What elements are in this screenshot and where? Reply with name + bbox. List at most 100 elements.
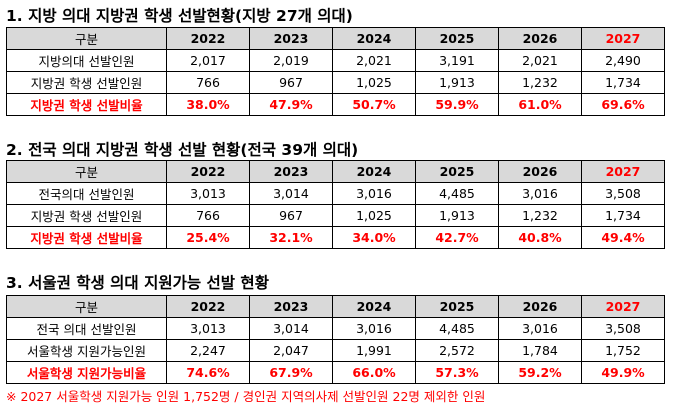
row-label: 지방권 학생 선발비율 (6, 93, 167, 116)
row-label: 전국 의대 선발인원 (6, 317, 167, 340)
table-row-rate: 지방권 학생 선발비율 38.0% 47.9% 50.7% 59.9% 61.0… (6, 93, 665, 116)
row-label: 전국의대 선발인원 (6, 182, 167, 205)
table-header-row: 구분 2022 2023 2024 2025 2026 2027 (6, 27, 665, 50)
table-header-row: 구분 2022 2023 2024 2025 2026 2027 (6, 295, 665, 318)
table-row: 전국 의대 선발인원 3,013 3,014 3,016 4,485 3,016… (6, 317, 665, 340)
table-cell: 74.6% (166, 361, 250, 384)
table-cell: 967 (249, 204, 333, 227)
header-cell-year: 2024 (332, 27, 416, 50)
header-cell-year: 2024 (332, 160, 416, 183)
table-cell: 42.7% (415, 226, 499, 249)
table-cell: 2,019 (249, 49, 333, 72)
row-label: 서울학생 지원가능비율 (6, 361, 167, 384)
table-cell: 3,508 (581, 317, 665, 340)
table-row-rate: 서울학생 지원가능비율 74.6% 67.9% 66.0% 57.3% 59.2… (6, 361, 665, 384)
header-cell-year: 2022 (166, 27, 250, 50)
table-cell: 47.9% (249, 93, 333, 116)
table-cell: 1,734 (581, 204, 665, 227)
header-cell-year: 2026 (498, 27, 582, 50)
table-cell: 3,016 (498, 182, 582, 205)
header-cell-year: 2027 (581, 27, 665, 50)
section-1-table: 구분 2022 2023 2024 2025 2026 2027 지방의대 선발… (6, 27, 665, 116)
table-cell: 766 (166, 71, 250, 94)
table-cell: 34.0% (332, 226, 416, 249)
header-cell-year: 2023 (249, 295, 333, 318)
section-3-table: 구분 2022 2023 2024 2025 2026 2027 전국 의대 선… (6, 295, 665, 384)
header-cell-year: 2025 (415, 27, 499, 50)
row-label: 지방권 학생 선발비율 (6, 226, 167, 249)
table-row: 전국의대 선발인원 3,013 3,014 3,016 4,485 3,016 … (6, 182, 665, 205)
table-cell: 38.0% (166, 93, 250, 116)
row-label: 지방권 학생 선발인원 (6, 204, 167, 227)
table-cell: 3,016 (498, 317, 582, 340)
table-cell: 3,016 (332, 317, 416, 340)
table-cell: 49.4% (581, 226, 665, 249)
table-cell: 2,047 (249, 339, 333, 362)
header-cell-label: 구분 (6, 27, 167, 50)
header-cell-year: 2027 (581, 295, 665, 318)
section-2-title: 2. 전국 의대 지방권 학생 선발 현황(전국 39개 의대) (6, 141, 359, 159)
table-cell: 32.1% (249, 226, 333, 249)
header-cell-year: 2023 (249, 27, 333, 50)
table-row: 지방권 학생 선발인원 766 967 1,025 1,913 1,232 1,… (6, 71, 665, 94)
table-cell: 4,485 (415, 182, 499, 205)
header-cell-year: 2026 (498, 295, 582, 318)
header-cell-label: 구분 (6, 295, 167, 318)
table-cell: 2,021 (332, 49, 416, 72)
table-cell: 25.4% (166, 226, 250, 249)
table-cell: 1,752 (581, 339, 665, 362)
table-row: 서울학생 지원가능인원 2,247 2,047 1,991 2,572 1,78… (6, 339, 665, 362)
header-cell-year: 2027 (581, 160, 665, 183)
table-cell: 766 (166, 204, 250, 227)
table-row: 지방의대 선발인원 2,017 2,019 2,021 3,191 2,021 … (6, 49, 665, 72)
table-cell: 61.0% (498, 93, 582, 116)
table-cell: 2,490 (581, 49, 665, 72)
section-3-title: 3. 서울권 학생 의대 지원가능 선발 현황 (6, 274, 269, 292)
table-cell: 1,784 (498, 339, 582, 362)
table-cell: 1,913 (415, 71, 499, 94)
header-cell-label: 구분 (6, 160, 167, 183)
table-cell: 2,572 (415, 339, 499, 362)
table-cell: 66.0% (332, 361, 416, 384)
table-cell: 3,016 (332, 182, 416, 205)
table-cell: 1,913 (415, 204, 499, 227)
table-cell: 3,191 (415, 49, 499, 72)
header-cell-year: 2025 (415, 160, 499, 183)
table-cell: 3,014 (249, 182, 333, 205)
table-cell: 57.3% (415, 361, 499, 384)
table-cell: 3,013 (166, 317, 250, 340)
table-cell: 69.6% (581, 93, 665, 116)
table-cell: 1,734 (581, 71, 665, 94)
header-cell-year: 2026 (498, 160, 582, 183)
table-cell: 40.8% (498, 226, 582, 249)
row-label: 서울학생 지원가능인원 (6, 339, 167, 362)
table-cell: 67.9% (249, 361, 333, 384)
header-cell-year: 2024 (332, 295, 416, 318)
row-label: 지방의대 선발인원 (6, 49, 167, 72)
table-cell: 1,232 (498, 204, 582, 227)
table-row-rate: 지방권 학생 선발비율 25.4% 32.1% 34.0% 42.7% 40.8… (6, 226, 665, 249)
table-row: 지방권 학생 선발인원 766 967 1,025 1,913 1,232 1,… (6, 204, 665, 227)
section-1-title: 1. 지방 의대 지방권 학생 선발현황(지방 27개 의대) (6, 7, 353, 25)
table-cell: 967 (249, 71, 333, 94)
table-cell: 3,508 (581, 182, 665, 205)
table-cell: 2,247 (166, 339, 250, 362)
table-cell: 3,014 (249, 317, 333, 340)
table-cell: 3,013 (166, 182, 250, 205)
table-cell: 1,232 (498, 71, 582, 94)
table-header-row: 구분 2022 2023 2024 2025 2026 2027 (6, 160, 665, 183)
header-cell-year: 2023 (249, 160, 333, 183)
header-cell-year: 2022 (166, 295, 250, 318)
table-cell: 1,991 (332, 339, 416, 362)
footnote: ※ 2027 서울학생 지원가능 인원 1,752명 / 경인권 지역의사제 선… (6, 389, 486, 404)
section-2-table: 구분 2022 2023 2024 2025 2026 2027 전국의대 선발… (6, 160, 665, 249)
table-cell: 1,025 (332, 204, 416, 227)
header-cell-year: 2025 (415, 295, 499, 318)
header-cell-year: 2022 (166, 160, 250, 183)
table-cell: 1,025 (332, 71, 416, 94)
table-cell: 2,021 (498, 49, 582, 72)
table-cell: 50.7% (332, 93, 416, 116)
table-cell: 2,017 (166, 49, 250, 72)
table-cell: 4,485 (415, 317, 499, 340)
row-label: 지방권 학생 선발인원 (6, 71, 167, 94)
